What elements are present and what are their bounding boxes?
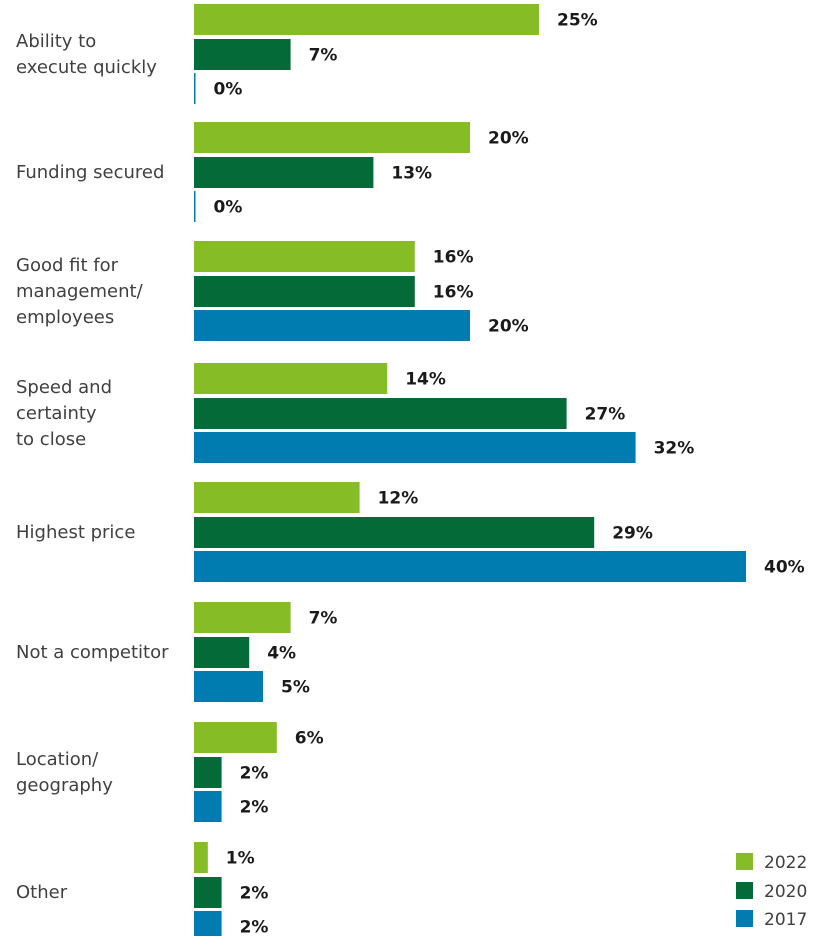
value-label: 16% [433, 248, 474, 268]
value-label: 0% [214, 80, 243, 100]
value-label: 27% [585, 405, 626, 425]
value-label: 32% [654, 439, 695, 459]
value-label: 12% [378, 489, 419, 509]
value-label: 1% [226, 849, 255, 869]
category-label-line: geography [16, 775, 113, 796]
category-label-line: Good fit for [16, 255, 119, 276]
bar-2020 [194, 637, 250, 668]
bar-2017 [194, 73, 196, 104]
category-label-line: Highest price [16, 522, 135, 543]
category-label: Speed and certainty to close [16, 377, 112, 450]
bar-2017 [194, 551, 746, 582]
bar-2020 [194, 157, 374, 188]
category-label-line: certainty [16, 403, 97, 424]
bar-2017 [194, 911, 222, 936]
value-label: 25% [557, 11, 598, 31]
bar-2020 [194, 757, 222, 788]
legend-swatch-2020 [736, 882, 753, 899]
value-label: 7% [309, 609, 338, 629]
value-label: 40% [764, 558, 805, 578]
value-label: 7% [309, 46, 338, 66]
category-label-line: to close [16, 429, 86, 450]
category-label-line: Speed and [16, 377, 112, 398]
value-label: 29% [612, 524, 653, 544]
category-label-line: Not a competitor [16, 642, 169, 663]
category-label: Other [16, 882, 68, 903]
legend-label: 2017 [764, 910, 807, 930]
value-label: 2% [240, 918, 269, 936]
category-label-line: Funding secured [16, 162, 164, 183]
bar-2022 [194, 842, 208, 873]
value-label: 4% [267, 644, 296, 664]
bar-2022 [194, 363, 388, 394]
bar-2022 [194, 602, 291, 633]
legend-swatch-2017 [736, 910, 753, 927]
bar-2017 [194, 791, 222, 822]
legend-label: 2022 [764, 853, 807, 873]
bar-2022 [194, 4, 539, 35]
value-label: 6% [295, 729, 324, 749]
bar-2022 [194, 122, 470, 153]
value-label: 2% [240, 798, 269, 818]
bar-2020 [194, 877, 222, 908]
legend-label: 2020 [764, 882, 807, 902]
bar-2022 [194, 241, 415, 272]
category-label-line: execute quickly [16, 57, 157, 78]
value-label: 20% [488, 129, 529, 149]
bar-2017 [194, 671, 263, 702]
value-label: 20% [488, 317, 529, 337]
bar-2022 [194, 722, 277, 753]
value-label: 13% [391, 164, 432, 184]
bar-2020 [194, 398, 567, 429]
category-label: Not a competitor [16, 642, 169, 663]
bar-2020 [194, 517, 595, 548]
value-label: 2% [240, 764, 269, 784]
category-label: Ability to execute quickly [16, 31, 157, 78]
category-label: Good fit for management/employees [16, 255, 144, 328]
category-label-line: Other [16, 882, 68, 903]
bar-2020 [194, 39, 291, 70]
category-label-line: Location/ [16, 749, 99, 770]
legend-swatch-2022 [736, 853, 753, 870]
bar-2017 [194, 310, 470, 341]
category-label-line: Ability to [16, 31, 96, 52]
value-label: 14% [405, 370, 446, 390]
value-label: 16% [433, 283, 474, 303]
category-label-line: management/ [16, 281, 144, 302]
bar-2020 [194, 276, 415, 307]
category-label: Highest price [16, 522, 135, 543]
category-label: Funding secured [16, 162, 164, 183]
bar-2022 [194, 482, 360, 513]
bar-2017 [194, 191, 196, 222]
value-label: 5% [281, 678, 310, 698]
value-label: 2% [240, 884, 269, 904]
category-label-line: employees [16, 307, 114, 328]
value-label: 0% [214, 198, 243, 218]
category-label: Location/geography [16, 749, 113, 796]
bar-2017 [194, 432, 636, 463]
